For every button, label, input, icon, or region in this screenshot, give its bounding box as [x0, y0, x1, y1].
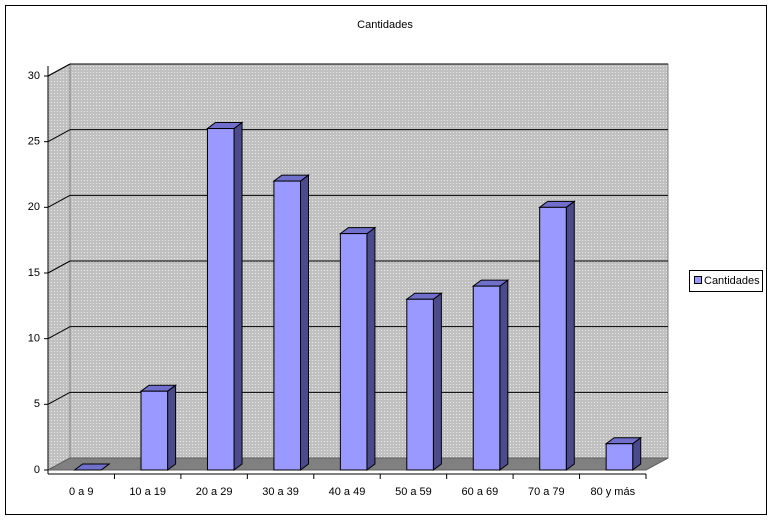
y-tick-label: 20 — [28, 201, 40, 213]
x-tick-label: 20 a 29 — [196, 486, 233, 498]
x-tick-label: 80 y más — [590, 486, 635, 498]
legend — [689, 270, 763, 292]
bar — [206, 128, 235, 471]
bar — [140, 390, 169, 471]
bar-side — [299, 174, 309, 471]
bar-side — [233, 121, 243, 471]
bar-side — [432, 292, 442, 471]
bar-top — [73, 463, 111, 471]
y-tick-label: 5 — [34, 398, 40, 410]
bar — [273, 180, 301, 471]
bar-side — [366, 226, 376, 471]
bar — [539, 206, 567, 471]
legend-swatch — [694, 276, 702, 284]
chart-title: Cantidades — [357, 19, 413, 31]
y-tick-label: 15 — [28, 267, 40, 279]
x-tick-label: 30 a 39 — [262, 486, 299, 498]
y-tick-label: 30 — [28, 70, 40, 82]
x-tick-label: 40 a 49 — [329, 486, 366, 498]
y-tick-label: 0 — [34, 464, 40, 476]
plot-area: 0 5 10 15 20 25 30 0 a 9 10 a 19 20 a 29 30 a 39 40… — [28, 63, 669, 498]
bar — [406, 298, 434, 471]
x-tick-label: 0 a 9 — [69, 486, 93, 498]
y-tick-label: 10 — [28, 333, 40, 345]
y-tick-label: 25 — [28, 136, 40, 148]
bar — [472, 285, 501, 471]
grid-line — [47, 194, 71, 208]
grid-line — [47, 260, 71, 274]
x-tick-label: 50 a 59 — [395, 486, 432, 498]
legend-label: Cantidades — [704, 275, 760, 287]
grid-line — [47, 391, 71, 405]
bar-side — [565, 200, 575, 471]
grid-line — [47, 129, 71, 143]
bar — [339, 233, 368, 471]
x-tick-label: 10 a 19 — [129, 486, 166, 498]
bar-side — [499, 279, 509, 471]
grid-line — [47, 326, 71, 340]
x-tick-label: 60 a 69 — [462, 486, 499, 498]
bar — [605, 443, 634, 471]
grid-line — [47, 63, 71, 77]
x-tick-label: 70 a 79 — [528, 486, 565, 498]
bar-side — [167, 384, 177, 471]
